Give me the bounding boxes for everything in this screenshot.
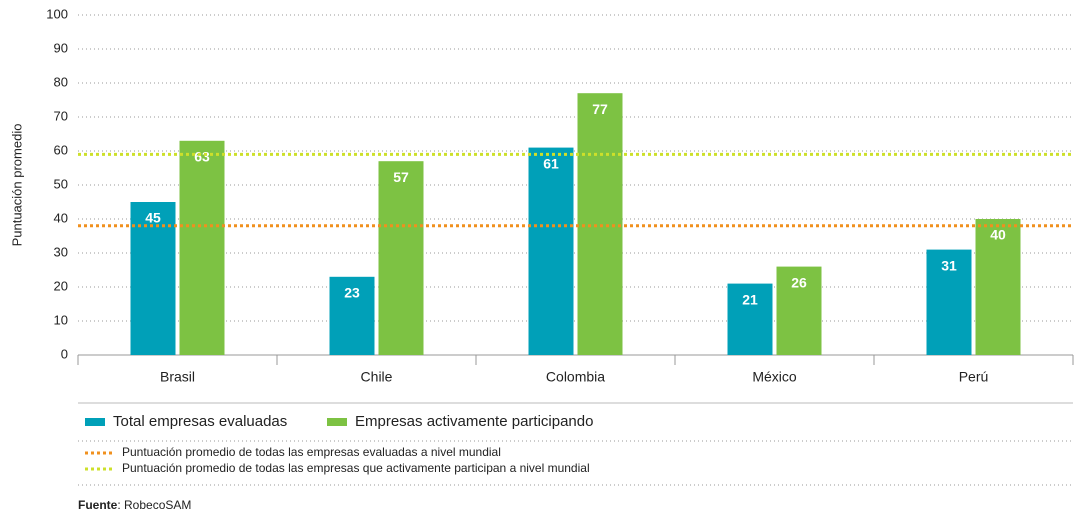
source: Fuente: RobecoSAM [78,498,191,512]
value-label: 23 [344,285,360,301]
bar [179,140,225,355]
value-label: 77 [592,101,608,117]
value-label: 21 [742,291,758,307]
y-tick-label: 50 [54,176,68,191]
legend-label: Puntuación promedio de todas las empresa… [122,445,501,459]
y-tick-label: 90 [54,40,68,55]
x-tick-label: Brasil [160,369,195,385]
x-tick-label: Chile [361,369,393,385]
value-label: 40 [990,227,1006,243]
value-label: 45 [145,210,161,226]
bar [577,93,623,355]
legend-label: Empresas activamente participando [355,413,593,430]
x-tick-label: Perú [959,369,989,385]
value-label: 26 [791,274,807,290]
y-axis-label: Puntuación promedio [9,124,24,247]
x-tick-label: Colombia [546,369,605,385]
value-label: 31 [941,257,957,273]
bar [727,283,773,355]
source-label: Fuente [78,498,118,512]
legend-swatch [327,418,347,426]
y-tick-label: 40 [54,210,68,225]
y-tick-label: 30 [54,244,68,259]
value-label: 63 [194,149,210,165]
source-text: : RobecoSAM [117,498,191,512]
legend-label: Puntuación promedio de todas las empresa… [122,461,590,475]
x-tick-label: México [752,369,797,385]
y-tick-label: 20 [54,278,68,293]
value-label: 57 [393,169,409,185]
bar [926,249,972,355]
bar [130,202,176,355]
y-tick-label: 80 [54,74,68,89]
y-tick-label: 70 [54,108,68,123]
bar [378,161,424,355]
legend-label: Total empresas evaluadas [113,413,287,430]
bar [975,219,1021,355]
y-tick-label: 10 [54,312,68,327]
bar [776,266,822,355]
y-tick-label: 60 [54,142,68,157]
y-tick-label: 0 [61,346,68,361]
value-label: 61 [543,155,559,171]
y-tick-label: 100 [46,6,68,21]
legend-swatch [85,418,105,426]
bar [528,147,574,355]
bar [329,276,375,355]
